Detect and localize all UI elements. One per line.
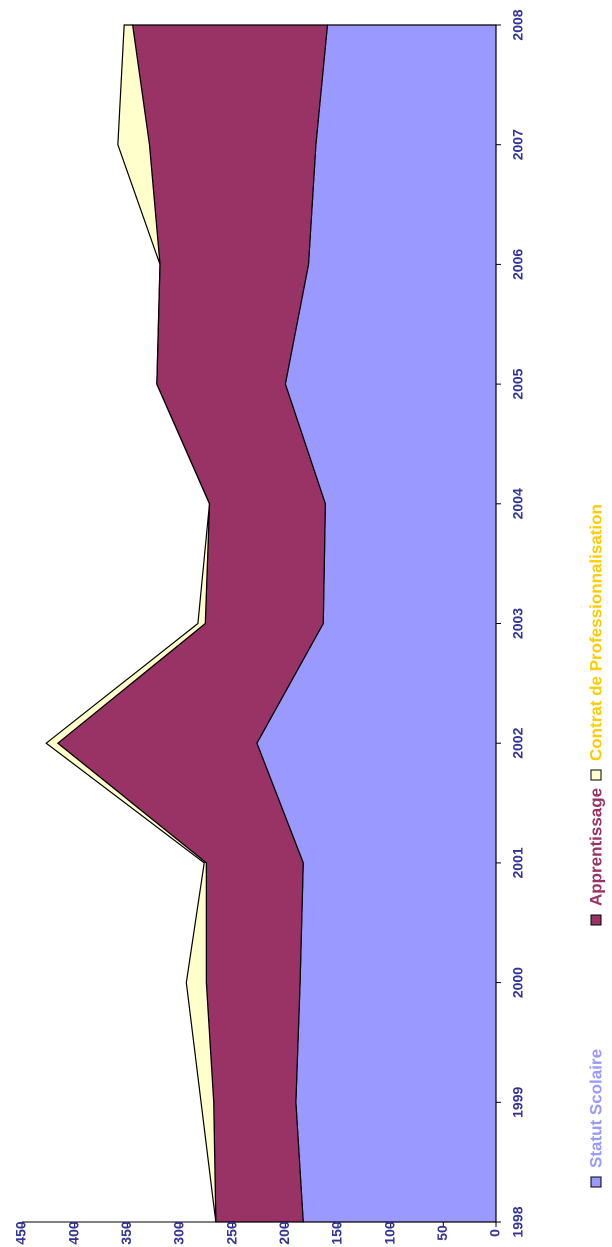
y-tick-label: 250 xyxy=(223,1221,239,1245)
y-tick-label: 50 xyxy=(434,1225,450,1241)
x-tick-label: 2007 xyxy=(510,129,526,160)
legend-swatch xyxy=(590,914,602,926)
y-tick-label: 100 xyxy=(381,1221,397,1245)
area xyxy=(56,24,329,1223)
x-tick-label: 2004 xyxy=(510,488,526,519)
y-tick-label: 150 xyxy=(329,1221,345,1245)
x-tick-label: 2000 xyxy=(510,967,526,998)
x-tick-label: 2002 xyxy=(510,727,526,758)
y-tick-label: 450 xyxy=(13,1221,29,1245)
y-tick-label: 300 xyxy=(171,1221,187,1245)
y-tick-label: 350 xyxy=(118,1221,134,1245)
x-tick-label: 2001 xyxy=(510,847,526,878)
x-tick-label: 1999 xyxy=(510,1087,526,1118)
legend-swatch xyxy=(590,769,602,781)
x-tick-label: 2006 xyxy=(510,249,526,280)
x-tick-label: 2008 xyxy=(510,9,526,40)
y-tick-label: 200 xyxy=(276,1221,292,1245)
area xyxy=(45,24,217,1223)
x-tick-label: 2003 xyxy=(510,608,526,639)
y-tick-label: 400 xyxy=(65,1221,81,1245)
legend-label: Contrat de Professionnalisation xyxy=(586,504,605,761)
legend-swatch xyxy=(590,1176,602,1188)
legend-label: Statut Scolaire xyxy=(586,1049,605,1168)
y-tick-label: 0 xyxy=(487,1229,503,1237)
x-tick-label: 1998 xyxy=(510,1206,526,1237)
x-tick-label: 2005 xyxy=(510,368,526,399)
legend-label: Apprentissage xyxy=(586,788,605,906)
